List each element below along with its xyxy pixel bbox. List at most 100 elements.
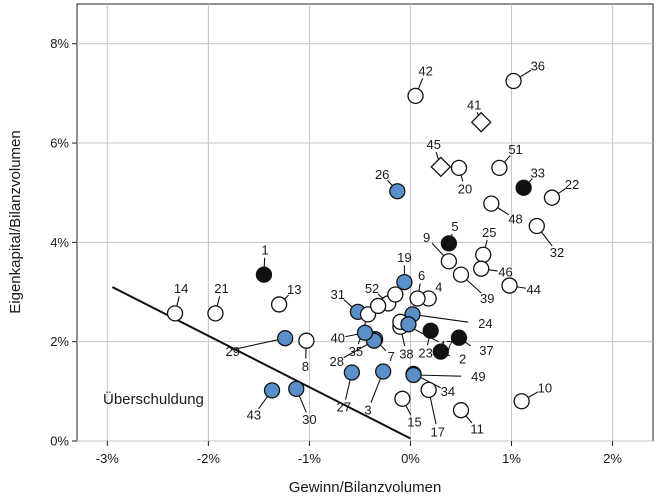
point-label-30: 30 — [302, 412, 316, 427]
point-label-23: 23 — [418, 346, 432, 361]
point-23 — [422, 322, 439, 339]
point-labels: 1234567891011131415171920212223242526272… — [174, 59, 580, 440]
point-label-8: 8 — [302, 359, 309, 374]
point-6 — [409, 290, 426, 307]
leader-line-24 — [418, 314, 469, 323]
point-label-46: 46 — [498, 265, 512, 280]
point-label-35: 35 — [349, 344, 363, 359]
point-label-2: 2 — [459, 352, 466, 367]
point-label-7: 7 — [388, 349, 395, 364]
point-label-47: 47 — [439, 338, 453, 353]
leader-line-14 — [176, 296, 180, 308]
point-14 — [166, 305, 184, 322]
point-48 — [483, 195, 500, 212]
x-tick-label: -3% — [96, 451, 120, 466]
point-22 — [543, 189, 561, 206]
point-44 — [501, 277, 518, 294]
point-label-42: 42 — [418, 64, 432, 79]
point-label-26: 26 — [375, 167, 389, 182]
gridlines — [77, 4, 653, 442]
point-25 — [475, 246, 492, 263]
leader-line-43 — [258, 395, 269, 410]
point-label-1: 1 — [261, 242, 268, 257]
leader-line-51 — [503, 155, 511, 164]
point-37 — [450, 329, 468, 346]
leader-line-29 — [231, 339, 279, 351]
point-49 — [405, 366, 422, 384]
point-42 — [407, 87, 424, 105]
point-33 — [515, 179, 532, 196]
point-51 — [491, 159, 508, 177]
point-5 — [440, 235, 458, 252]
plot-area — [76, 3, 654, 442]
point-label-13: 13 — [287, 282, 301, 297]
y-axis-title: Eigenkapital/Bilanzvolumen — [7, 130, 24, 313]
x-tick-label: -2% — [197, 451, 221, 466]
point-29 — [277, 330, 294, 347]
point-label-32: 32 — [550, 245, 564, 260]
point-label-22: 22 — [565, 177, 579, 192]
point-15 — [394, 390, 411, 407]
x-tick-label: -1% — [298, 451, 322, 466]
point-label-3: 3 — [364, 403, 371, 418]
point-label-5: 5 — [451, 219, 458, 234]
point-unlabeled — [400, 316, 417, 333]
point-label-36: 36 — [531, 59, 545, 74]
leader-line-40 — [345, 333, 359, 338]
point-10 — [513, 393, 530, 410]
point-43 — [263, 382, 281, 399]
leader-line-17 — [429, 396, 437, 425]
leader-line-31 — [343, 299, 354, 309]
point-label-10: 10 — [538, 380, 552, 395]
point-label-25: 25 — [482, 225, 496, 240]
point-3 — [375, 363, 392, 380]
point-label-28: 28 — [329, 354, 343, 369]
point-46 — [473, 260, 490, 277]
leader-line-46 — [487, 269, 498, 272]
point-label-24: 24 — [478, 316, 492, 331]
leader-line-48 — [496, 206, 510, 216]
point-label-45: 45 — [426, 137, 440, 152]
leader-line-30 — [298, 394, 307, 413]
point-label-17: 17 — [431, 425, 445, 440]
leader-line-49 — [419, 374, 462, 377]
point-32 — [528, 217, 545, 235]
leader-line-15 — [404, 404, 412, 416]
point-unlabeled — [387, 286, 404, 303]
point-2 — [432, 343, 449, 360]
point-label-37: 37 — [479, 343, 493, 358]
ueberschuldung-annotation: Überschuldung — [103, 390, 204, 408]
leader-line-10 — [526, 391, 539, 399]
leader-line-36 — [518, 69, 532, 79]
y-tick-label: 4% — [50, 235, 69, 250]
point-label-49: 49 — [471, 369, 485, 384]
leader-line-32 — [540, 230, 553, 247]
point-17 — [420, 381, 437, 399]
point-label-48: 48 — [508, 212, 522, 227]
point-40 — [356, 324, 374, 341]
point-13 — [270, 296, 288, 313]
point-label-39: 39 — [480, 291, 494, 306]
x-axis: -3% -2% -1% 0% 1% 2% — [96, 441, 622, 466]
point-label-4: 4 — [435, 280, 442, 295]
point-label-38: 38 — [399, 347, 413, 362]
leader-line-9 — [431, 242, 445, 257]
point-label-15: 15 — [407, 415, 421, 430]
point-39 — [452, 266, 470, 283]
point-label-43: 43 — [247, 408, 261, 423]
point-26 — [389, 183, 406, 200]
leader-line-28 — [343, 343, 369, 359]
leader-line-3 — [370, 377, 382, 403]
point-label-41: 41 — [467, 97, 481, 112]
point-1 — [255, 266, 273, 283]
point-label-44: 44 — [527, 282, 541, 297]
point-41 — [470, 111, 492, 133]
point-label-40: 40 — [330, 331, 344, 346]
point-label-19: 19 — [397, 250, 411, 265]
point-label-11: 11 — [470, 422, 484, 437]
y-tick-label: 0% — [50, 434, 69, 449]
point-36 — [505, 72, 522, 90]
point-19 — [396, 273, 413, 291]
insolvency-boundary-line — [111, 286, 411, 440]
